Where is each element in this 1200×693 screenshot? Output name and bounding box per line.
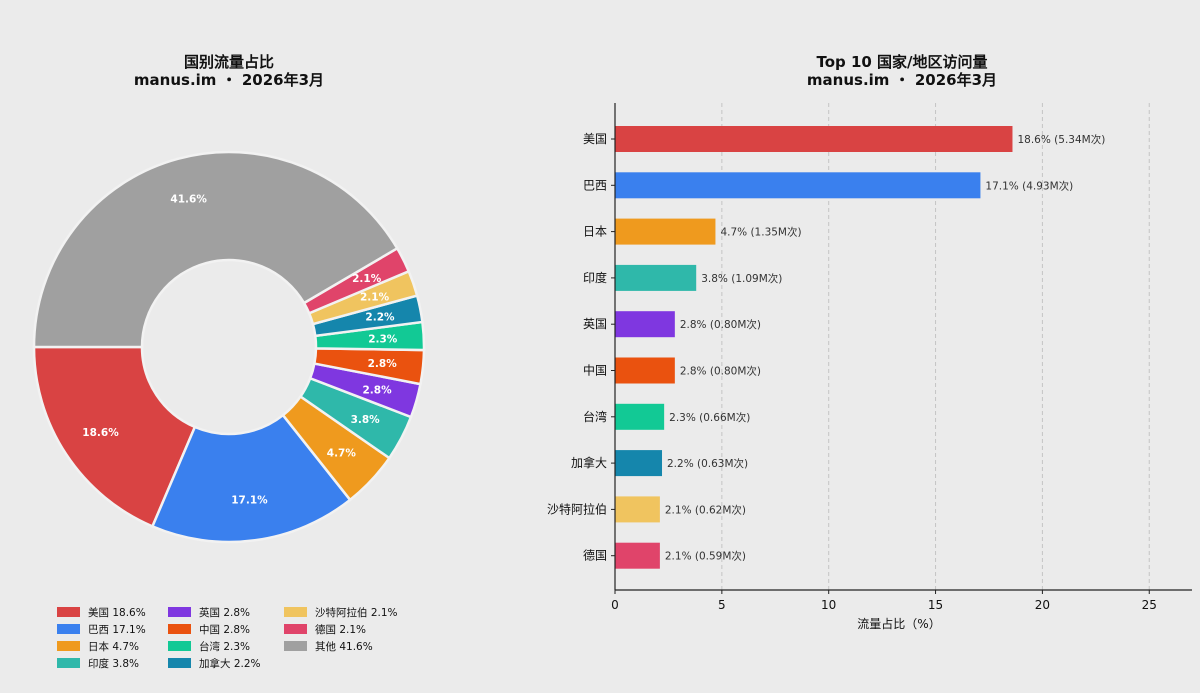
bar-chart: 18.6% (5.34M次) 17.1% (4.93M次) 4.7% (1.35M次…: [615, 126, 1105, 569]
legend-swatch-10: [284, 624, 307, 634]
pie-slice-label-7: 2.3%: [368, 333, 398, 345]
y-tick-label-4: 印度: [583, 270, 607, 285]
x-tick-label-6: 25: [1142, 598, 1157, 612]
pie-slice-label-1: 18.6%: [82, 427, 119, 439]
bar-x-axis-label: 流量占比（%）: [857, 616, 940, 631]
pie-slice-label-8: 2.2%: [365, 312, 395, 324]
bar-5: [615, 311, 675, 338]
legend-label-6: 中国 2.8%: [199, 623, 250, 636]
legend-label-4: 印度 3.8%: [88, 657, 139, 670]
legend-label-2: 巴西 17.1%: [88, 624, 146, 636]
legend-label-11: 其他 41.6%: [315, 640, 373, 653]
pie-slice-label-4: 3.8%: [351, 414, 381, 426]
legend-swatch-11: [284, 641, 307, 651]
y-tick-label-6: 中国: [583, 363, 607, 378]
x-tick-label-1: 0: [611, 598, 619, 612]
bar-value-label-2: 17.1% (4.93M次): [985, 179, 1073, 192]
bar-value-label-6: 2.8% (0.80M次): [680, 365, 761, 378]
bar-10: [615, 542, 660, 569]
legend-label-10: 德国 2.1%: [315, 623, 366, 636]
pie-slice-label-11: 41.6%: [170, 193, 207, 205]
pie-slice-label-5: 2.8%: [362, 384, 392, 396]
bar-9: [615, 496, 660, 523]
legend-swatch-5: [168, 607, 191, 617]
legend-label-9: 沙特阿拉伯 2.1%: [315, 606, 398, 619]
pie-chart: [32, 150, 426, 544]
legend-swatch-3: [57, 641, 80, 651]
pie-slice-11: [32, 150, 399, 349]
y-tick-label-2: 巴西: [583, 178, 607, 192]
pie-slice-label-9: 2.1%: [360, 292, 390, 304]
bar-value-label-9: 2.1% (0.62M次): [665, 503, 746, 516]
bar-title-line2: manus.im ・ 2026年3月: [807, 71, 997, 89]
x-tick-label-3: 10: [821, 598, 836, 612]
legend-swatch-6: [168, 624, 191, 634]
legend-label-3: 日本 4.7%: [88, 640, 139, 653]
legend-swatch-2: [57, 624, 80, 634]
x-tick-label-4: 15: [928, 598, 943, 612]
bar-3: [615, 218, 716, 245]
pie-title-line2: manus.im ・ 2026年3月: [134, 71, 324, 89]
pie-slice-label-6: 2.8%: [368, 358, 398, 370]
bar-7: [615, 403, 665, 430]
bar-value-label-10: 2.1% (0.59M次): [665, 550, 746, 563]
legend-swatch-9: [284, 607, 307, 617]
pie-slice-label-3: 4.7%: [327, 447, 357, 459]
pie-slice-label-2: 17.1%: [231, 495, 268, 507]
legend-swatch-8: [168, 658, 191, 668]
bar-6: [615, 357, 675, 384]
pie-slice-1: [32, 345, 197, 528]
x-tick-label-5: 20: [1035, 598, 1050, 612]
bar-title-line1: Top 10 国家/地区访问量: [816, 53, 987, 71]
y-tick-label-8: 加拿大: [571, 455, 607, 470]
y-tick-label-7: 台湾: [583, 409, 607, 424]
bar-4: [615, 264, 697, 291]
bar-1: [615, 126, 1013, 152]
y-tick-label-10: 德国: [583, 548, 607, 563]
legend-label-1: 美国 18.6%: [88, 606, 146, 619]
legend-swatch-1: [57, 607, 80, 617]
bar-value-label-4: 3.8% (1.09M次): [701, 272, 782, 285]
bar-2: [615, 172, 981, 199]
bar-value-label-3: 4.7% (1.35M次): [720, 226, 801, 239]
pie-slice-labels: 18.6% 17.1% 4.7% 3.8% 2.8% 2.8% 2.3% 2.2% 2.1% 2.…: [82, 193, 398, 506]
pie-legend: 美国 18.6% 巴西 17.1% 日本 4.7% 印度 3.8% 英国 2.8% 中国 …: [57, 606, 398, 670]
legend-label-8: 加拿大 2.2%: [199, 657, 261, 670]
y-tick-label-3: 日本: [583, 225, 607, 239]
y-tick-label-1: 美国: [583, 132, 607, 146]
legend-label-7: 台湾 2.3%: [199, 640, 250, 653]
bar-8: [615, 450, 663, 477]
legend-label-5: 英国 2.8%: [199, 606, 250, 619]
bar-value-label-5: 2.8% (0.80M次): [680, 318, 761, 331]
x-tick-label-2: 5: [718, 598, 726, 612]
y-tick-label-5: 英国: [583, 317, 607, 331]
bar-value-label-7: 2.3% (0.66M次): [669, 411, 750, 424]
pie-slice-2: [150, 413, 352, 544]
y-tick-label-9: 沙特阿拉伯: [547, 501, 607, 516]
pie-slice-label-10: 2.1%: [352, 273, 382, 285]
bar-value-label-8: 2.2% (0.63M次): [667, 457, 748, 470]
pie-title-line1: 国别流量占比: [184, 53, 274, 71]
legend-swatch-7: [168, 641, 191, 651]
legend-swatch-4: [57, 658, 80, 668]
bar-value-label-1: 18.6% (5.34M次): [1017, 133, 1105, 146]
